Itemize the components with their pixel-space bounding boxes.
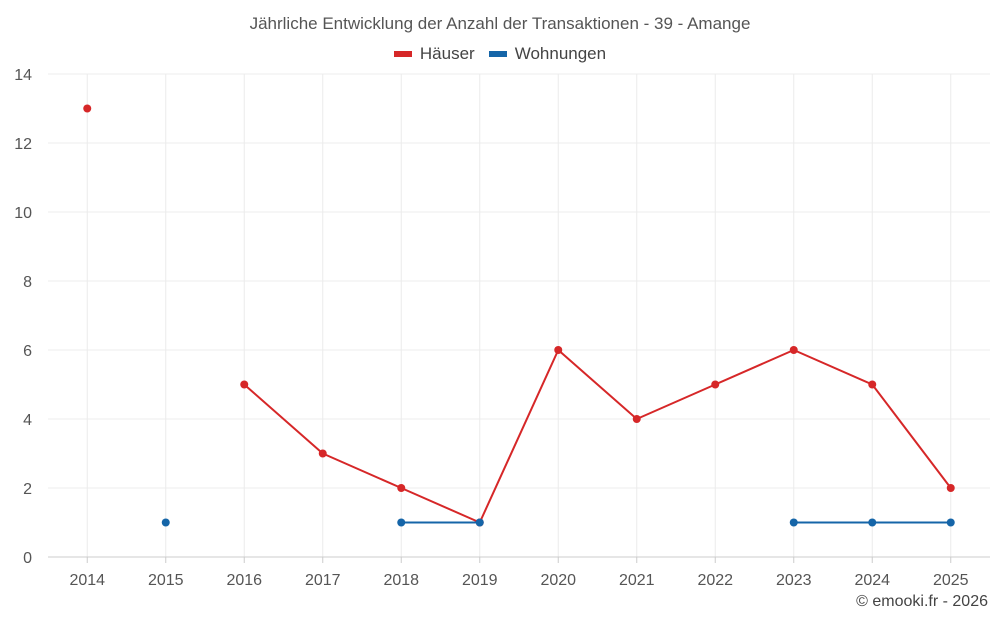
series-line-haeuser: [400, 487, 481, 524]
x-tick-label: 2019: [462, 572, 498, 589]
series-line-haeuser: [557, 349, 638, 420]
x-tick-label: 2017: [305, 572, 341, 589]
data-point-haeuser: [868, 380, 877, 389]
data-point-haeuser: [397, 484, 406, 492]
x-tick-label: 2018: [383, 572, 419, 589]
x-tick-label: 2020: [540, 572, 576, 589]
series-line-haeuser: [714, 349, 795, 386]
y-tick-label: 0: [23, 550, 32, 567]
copyright-text: © emooki.fr - 2026: [856, 593, 988, 610]
series-line-haeuser: [478, 349, 560, 524]
legend-item-haeuser[interactable]: Häuser: [393, 44, 475, 64]
series-line-haeuser: [243, 383, 324, 455]
legend-swatch-wohnungen: [488, 51, 507, 57]
data-point-haeuser: [83, 104, 92, 113]
y-tick-label: 10: [14, 205, 32, 222]
legend-label-haeuser: Häuser: [419, 44, 475, 63]
data-point-haeuser: [946, 484, 955, 492]
y-tick-label: 14: [14, 67, 32, 84]
legend-swatch-haeuser: [393, 51, 412, 57]
data-point-wohnungen: [789, 518, 798, 527]
x-tick-label: 2023: [776, 572, 812, 589]
x-tick-label: 2021: [619, 572, 655, 589]
legend-label-wohnungen: Wohnungen: [514, 44, 607, 63]
data-point-haeuser: [711, 380, 720, 389]
y-tick-label: 8: [23, 274, 32, 291]
legend: Häuser Wohnungen: [0, 44, 1000, 64]
data-point-wohnungen: [475, 518, 484, 527]
y-tick-label: 4: [23, 412, 32, 429]
data-point-haeuser: [554, 346, 563, 354]
legend-item-wohnungen[interactable]: Wohnungen: [488, 44, 607, 64]
x-tick-label: 2024: [854, 572, 890, 589]
series-line-haeuser: [635, 383, 717, 420]
data-point-haeuser: [789, 346, 798, 354]
x-tick-label: 2014: [69, 572, 105, 589]
data-point-haeuser: [318, 449, 327, 458]
series-line-haeuser: [321, 452, 403, 489]
data-point-wohnungen: [161, 518, 170, 527]
y-tick-label: 12: [14, 136, 32, 153]
data-point-wohnungen: [946, 518, 955, 527]
x-tick-label: 2015: [148, 572, 184, 589]
x-tick-label: 2022: [697, 572, 733, 589]
y-tick-label: 6: [23, 343, 32, 360]
y-tick-label: 2: [23, 481, 32, 498]
data-point-wohnungen: [868, 518, 877, 527]
x-tick-label: 2025: [933, 572, 969, 589]
series-line-haeuser: [871, 383, 952, 489]
data-point-haeuser: [240, 380, 249, 389]
series-line-haeuser: [792, 349, 874, 386]
data-point-haeuser: [632, 415, 641, 423]
x-tick-label: 2016: [226, 572, 262, 589]
chart-title: Jährliche Entwicklung der Anzahl der Tra…: [249, 14, 751, 33]
data-point-wohnungen: [397, 518, 406, 527]
